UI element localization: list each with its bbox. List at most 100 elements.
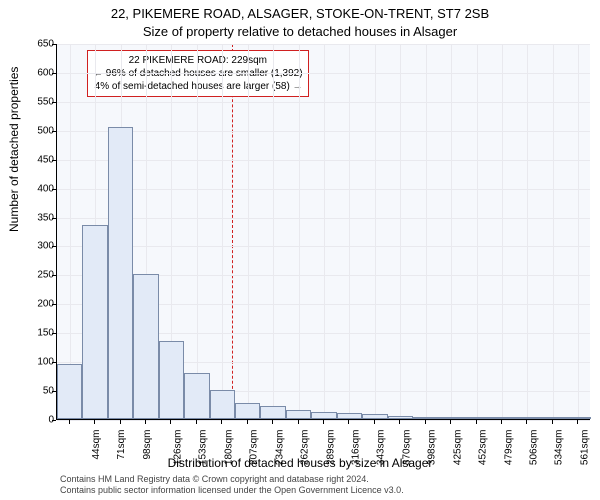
gridline-v: [70, 44, 71, 419]
x-tick-mark: [69, 420, 70, 424]
x-tick-label: 71sqm: [116, 430, 127, 460]
gridline-v: [299, 44, 300, 419]
gridline-v: [553, 44, 554, 419]
x-tick-label: 506sqm: [529, 430, 540, 466]
footer-attribution: Contains HM Land Registry data © Crown c…: [60, 474, 404, 496]
x-tick-label: 207sqm: [249, 430, 260, 466]
chart-subtitle: Size of property relative to detached ho…: [0, 24, 600, 39]
y-tick-mark: [52, 420, 56, 421]
y-tick-label: 400: [14, 183, 54, 194]
x-tick-mark: [399, 420, 400, 424]
histogram-bar: [159, 341, 184, 419]
histogram-bar: [413, 417, 438, 419]
x-tick-mark: [476, 420, 477, 424]
x-tick-mark: [247, 420, 248, 424]
y-tick-mark: [52, 391, 56, 392]
x-tick-mark: [450, 420, 451, 424]
histogram-bar: [566, 417, 591, 419]
histogram-bar: [362, 414, 387, 419]
y-tick-label: 350: [14, 212, 54, 223]
x-tick-mark: [298, 420, 299, 424]
y-tick-mark: [52, 73, 56, 74]
y-tick-mark: [52, 246, 56, 247]
x-tick-mark: [145, 420, 146, 424]
x-tick-mark: [552, 420, 553, 424]
histogram-bar: [515, 417, 540, 419]
x-tick-label: 262sqm: [300, 430, 311, 466]
x-tick-label: 425sqm: [452, 430, 463, 466]
histogram-bar: [286, 410, 311, 419]
footer-line-2: Contains public sector information licen…: [60, 485, 404, 496]
histogram-bar: [210, 390, 235, 419]
y-tick-mark: [52, 102, 56, 103]
x-tick-mark: [94, 420, 95, 424]
x-tick-mark: [526, 420, 527, 424]
x-tick-label: 370sqm: [401, 430, 412, 466]
histogram-bar: [82, 225, 107, 419]
histogram-bar: [337, 413, 362, 419]
y-tick-mark: [52, 275, 56, 276]
footer-line-1: Contains HM Land Registry data © Crown c…: [60, 474, 404, 485]
x-tick-label: 534sqm: [554, 430, 565, 466]
y-tick-label: 0: [14, 415, 54, 426]
y-tick-label: 250: [14, 270, 54, 281]
y-axis-label: Number of detached properties: [7, 67, 21, 232]
x-tick-mark: [170, 420, 171, 424]
y-tick-label: 150: [14, 328, 54, 339]
y-tick-mark: [52, 362, 56, 363]
x-tick-label: 398sqm: [427, 430, 438, 466]
chart-title-address: 22, PIKEMERE ROAD, ALSAGER, STOKE-ON-TRE…: [0, 6, 600, 21]
y-tick-label: 500: [14, 125, 54, 136]
x-tick-mark: [221, 420, 222, 424]
x-tick-mark: [120, 420, 121, 424]
gridline-v: [222, 44, 223, 419]
y-tick-label: 450: [14, 154, 54, 165]
gridline-v: [248, 44, 249, 419]
x-tick-label: 561sqm: [579, 430, 590, 466]
x-tick-label: 180sqm: [223, 430, 234, 466]
gridline-v: [527, 44, 528, 419]
x-tick-label: 234sqm: [274, 430, 285, 466]
x-tick-label: 289sqm: [325, 430, 336, 466]
x-tick-mark: [577, 420, 578, 424]
x-tick-mark: [425, 420, 426, 424]
gridline-v: [324, 44, 325, 419]
x-tick-label: 316sqm: [351, 430, 362, 466]
y-tick-mark: [52, 304, 56, 305]
histogram-bar: [464, 417, 489, 419]
x-tick-label: 153sqm: [198, 430, 209, 466]
x-tick-mark: [323, 420, 324, 424]
y-tick-mark: [52, 44, 56, 45]
gridline-v: [400, 44, 401, 419]
y-tick-label: 50: [14, 386, 54, 397]
gridline-v: [349, 44, 350, 419]
y-tick-mark: [52, 189, 56, 190]
y-tick-mark: [52, 218, 56, 219]
gridline-v: [375, 44, 376, 419]
histogram-bar: [57, 364, 82, 419]
x-tick-label: 98sqm: [142, 430, 153, 460]
x-tick-label: 452sqm: [478, 430, 489, 466]
y-tick-label: 300: [14, 241, 54, 252]
y-tick-label: 550: [14, 96, 54, 107]
gridline-v: [578, 44, 579, 419]
gridline-v: [197, 44, 198, 419]
x-tick-label: 343sqm: [376, 430, 387, 466]
x-tick-label: 44sqm: [91, 430, 102, 460]
gridline-v: [451, 44, 452, 419]
histogram-bar: [438, 417, 463, 419]
histogram-bar: [489, 417, 514, 419]
histogram-chart: 22, PIKEMERE ROAD, ALSAGER, STOKE-ON-TRE…: [0, 0, 600, 500]
x-tick-mark: [374, 420, 375, 424]
histogram-bar: [108, 127, 133, 419]
gridline-v: [477, 44, 478, 419]
y-tick-mark: [52, 131, 56, 132]
x-tick-label: 479sqm: [503, 430, 514, 466]
histogram-bar: [235, 403, 260, 419]
histogram-bar: [184, 373, 209, 419]
histogram-bar: [260, 406, 285, 419]
y-tick-label: 100: [14, 357, 54, 368]
plot-area: 22 PIKEMERE ROAD: 229sqm ← 96% of detach…: [56, 44, 590, 420]
x-tick-label: 126sqm: [173, 430, 184, 466]
y-tick-mark: [52, 160, 56, 161]
